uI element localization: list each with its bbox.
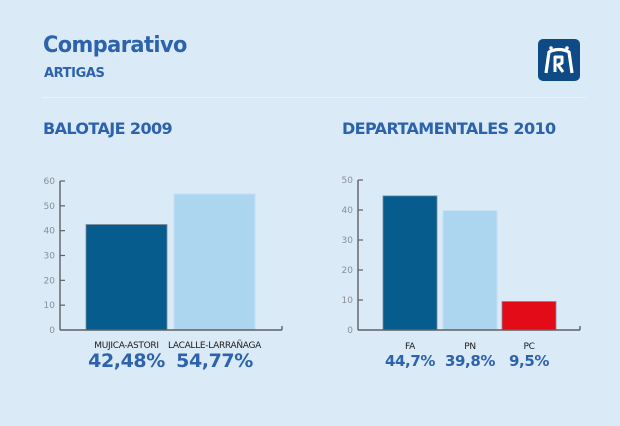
value-label-balotaje-1: 54,77%: [176, 350, 253, 372]
value-label-departamentales-0: 44,7%: [384, 352, 436, 370]
bar-balotaje-mujica-astori: [85, 224, 168, 331]
bar-departamentales-fa: [382, 195, 438, 331]
chart-title-balotaje: BALOTAJE 2009: [43, 119, 173, 138]
y-tick-label-balotaje-50: 50: [44, 202, 56, 212]
y-tick-label-departamentales-20: 20: [342, 266, 354, 276]
category-label-departamentales-2: PC: [523, 342, 535, 352]
y-tick-label-departamentales-40: 40: [342, 206, 354, 216]
y-tick-label-balotaje-20: 20: [44, 276, 56, 286]
bar-departamentales-pc: [501, 301, 557, 331]
chart-title-departamentales: DEPARTAMENTALES 2010: [342, 119, 556, 138]
bar-balotaje-lacalle-larra-aga: [173, 193, 256, 331]
value-label-balotaje-0: 42,48%: [88, 350, 165, 372]
category-label-balotaje-1: LACALLE-LARRAÑAGA: [167, 341, 262, 351]
header-divider: [42, 97, 587, 98]
page-title: Comparativo: [43, 33, 187, 58]
value-label-departamentales-2: 9,5%: [508, 352, 550, 370]
page-subtitle: ARTIGAS: [44, 66, 105, 81]
value-label-departamentales-1: 39,8%: [444, 352, 496, 370]
category-label-departamentales-0: FA: [405, 342, 415, 352]
y-tick-label-departamentales-50: 50: [342, 176, 354, 186]
bar-departamentales-pn: [442, 210, 498, 331]
y-tick-label-balotaje-40: 40: [44, 227, 56, 237]
y-tick-label-balotaje-10: 10: [44, 301, 56, 311]
y-tick-label-balotaje-60: 60: [44, 177, 56, 187]
y-tick-label-balotaje-30: 30: [44, 252, 56, 262]
y-tick-label-departamentales-10: 10: [342, 296, 354, 306]
y-tick-label-balotaje-0: 0: [49, 326, 55, 336]
category-label-balotaje-0: MUJICA-ASTORI: [94, 341, 159, 351]
building-arch-logo-icon: [538, 39, 580, 81]
category-label-departamentales-1: PN: [464, 342, 476, 352]
y-tick-label-departamentales-0: 0: [347, 326, 353, 336]
y-tick-label-departamentales-30: 30: [342, 236, 354, 246]
